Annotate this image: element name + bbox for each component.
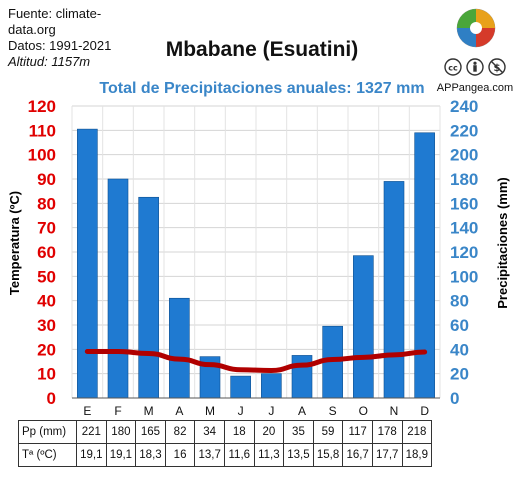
precip-bar (77, 128, 98, 399)
cc-license-icon: cc (444, 58, 462, 76)
left-tick-label: 50 (37, 267, 56, 286)
x-tick-label: D (420, 404, 429, 418)
row-label: Tª (ºC) (18, 443, 77, 467)
x-tick-label: J (238, 404, 244, 418)
table-cell: 15,8 (312, 443, 344, 467)
precip-bar (383, 181, 405, 399)
table-row: Tª (ºC) 19,1 19,1 18,3 16 13,7 11,6 11,3 13,5 15… (18, 443, 433, 467)
left-tick-label: 90 (37, 170, 56, 189)
right-tick-label: 100 (450, 267, 478, 286)
table-cell: 178 (371, 420, 403, 444)
table-cell: 20 (253, 420, 285, 444)
table-cell: 82 (164, 420, 196, 444)
right-tick-label: 160 (450, 194, 478, 213)
table-cell: 16 (164, 443, 196, 467)
row-label: Pp (mm) (18, 420, 77, 444)
precip-bar (169, 297, 190, 399)
puzzle-logo-icon (456, 8, 496, 48)
right-tick-label: 20 (450, 365, 469, 384)
precip-bar (291, 355, 313, 399)
page-title: Mbabane (Esuatini) (165, 38, 359, 61)
left-tick-label: 70 (37, 219, 56, 238)
left-tick-label: 100 (28, 146, 56, 165)
source-info: Fuente: climate- data.org Datos: 1991-20… (8, 6, 128, 70)
precip-bar (230, 375, 251, 399)
right-tick-label: 80 (450, 292, 469, 311)
right-tick-label: 140 (450, 219, 478, 238)
attribution-icon (466, 58, 484, 76)
x-tick-label: F (114, 404, 121, 418)
right-tick-label: 200 (450, 146, 478, 165)
table-cell: 18,9 (401, 443, 433, 467)
left-tick-label: 20 (37, 340, 56, 359)
right-tick-label: 60 (450, 316, 469, 335)
table-cell: 35 (283, 420, 314, 444)
right-tick-label: 220 (450, 121, 478, 140)
table-cell: 19,1 (105, 443, 137, 467)
altitude-line: Altitud: 1157m (8, 54, 91, 69)
table-cell: 19,1 (76, 443, 107, 467)
x-tick-label: O (359, 404, 368, 418)
table-row: Pp (mm) 221 180 165 82 34 18 20 35 59 117 178 218 (18, 420, 433, 444)
table-cell: 165 (135, 420, 166, 444)
table-cell: 117 (342, 420, 373, 444)
table-cell: 221 (76, 420, 107, 444)
x-tick-label: M (144, 404, 154, 418)
left-tick-label: 0 (47, 389, 56, 408)
table-cell: 13,5 (283, 443, 314, 467)
y-axis-title-left: Temperatura (ºC) (7, 191, 22, 295)
period-line: Datos: 1991-2021 (8, 38, 112, 53)
right-tick-label: 0 (450, 389, 459, 408)
x-tick-label: M (205, 404, 215, 418)
right-tick-label: 240 (450, 97, 478, 116)
left-tick-label: 110 (29, 121, 56, 140)
source-line: data.org (8, 22, 56, 37)
noncommercial-icon: $ (488, 58, 506, 76)
right-tick-label: 40 (450, 340, 469, 359)
table-cell: 13,7 (194, 443, 225, 467)
data-table: Pp (mm) 221 180 165 82 34 18 20 35 59 117 178 218 T… (18, 420, 433, 467)
svg-text:cc: cc (448, 64, 458, 73)
table-cell: 11,6 (223, 443, 255, 467)
left-tick-label: 80 (37, 194, 56, 213)
left-tick-label: 30 (37, 316, 56, 335)
precip-bar (138, 196, 159, 399)
x-tick-label: A (298, 404, 306, 418)
chart-title: Total de Precipitaciones anuales: 1327 m… (99, 80, 425, 97)
table-cell: 34 (194, 420, 225, 444)
left-tick-label: 40 (37, 292, 56, 311)
table-cell: 17,7 (371, 443, 403, 467)
y-axis-title-right: Precipitaciones (mm) (495, 177, 510, 309)
precip-bar (353, 255, 374, 399)
precip-bar (414, 132, 435, 399)
x-tick-label: A (175, 404, 183, 418)
right-tick-label: 180 (450, 170, 478, 189)
precip-bar (107, 178, 129, 399)
table-cell: 180 (105, 420, 137, 444)
left-tick-label: 120 (28, 97, 56, 116)
left-tick-label: 10 (37, 365, 56, 384)
right-tick-label: 120 (450, 243, 478, 262)
table-cell: 218 (401, 420, 433, 444)
precip-bar (261, 373, 282, 399)
table-cell: 18 (223, 420, 255, 444)
temperature-line (84, 349, 428, 374)
table-cell: 59 (312, 420, 344, 444)
table-cell: 16,7 (342, 443, 373, 467)
x-tick-label: S (329, 404, 337, 418)
x-tick-label: J (268, 404, 274, 418)
source-line: Fuente: climate- (8, 6, 102, 21)
svg-text:$: $ (494, 63, 501, 74)
x-tick-label: N (390, 404, 399, 418)
brand-label: APPangea.com (436, 82, 514, 94)
table-cell: 11,3 (253, 443, 285, 467)
x-tick-label: E (83, 404, 91, 418)
table-cell: 18,3 (135, 443, 166, 467)
left-tick-label: 60 (37, 243, 56, 262)
